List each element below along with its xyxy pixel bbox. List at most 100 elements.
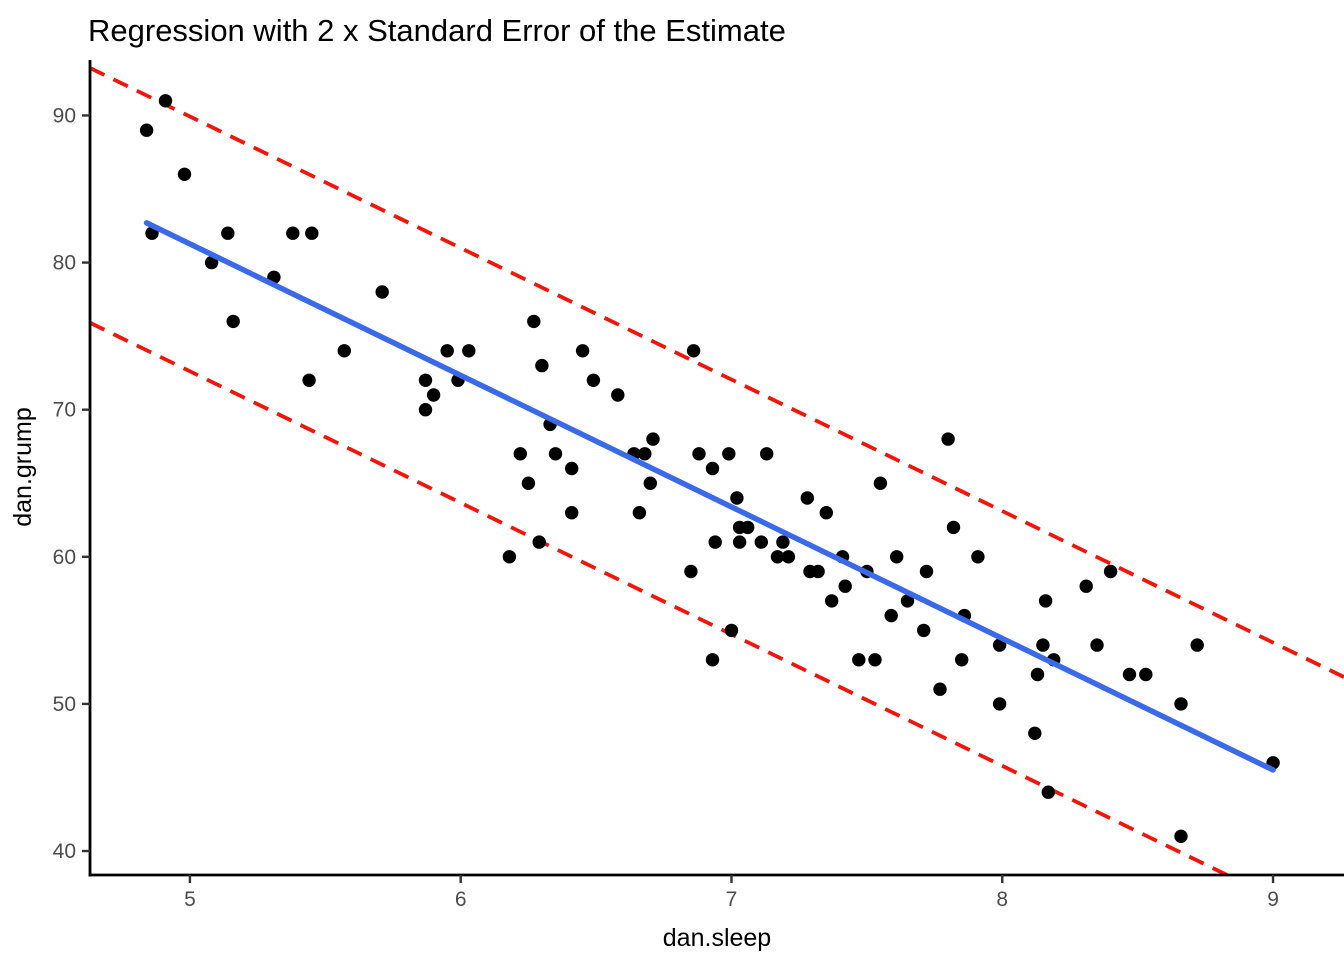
data-point — [1139, 667, 1153, 682]
data-point — [1090, 638, 1104, 652]
data-point — [1028, 726, 1042, 740]
data-point — [825, 594, 839, 608]
data-point — [919, 564, 934, 579]
x-tick-label: 9 — [1267, 888, 1279, 911]
data-point — [732, 535, 747, 549]
data-point — [502, 550, 517, 564]
data-point — [1174, 829, 1188, 843]
data-point — [440, 344, 454, 358]
data-point — [1079, 579, 1093, 593]
data-point — [643, 476, 657, 490]
data-point — [1030, 667, 1045, 682]
regression-line-layer — [143, 220, 1276, 773]
x-tick-label: 8 — [996, 888, 1008, 911]
data-point — [692, 447, 706, 461]
data-point — [532, 535, 546, 549]
data-point — [548, 447, 563, 461]
data-point — [513, 447, 527, 461]
data-point — [684, 564, 698, 579]
y-tick-label: 80 — [53, 252, 76, 275]
x-tick-label: 6 — [455, 888, 467, 911]
chart-title: Regression with 2 x Standard Error of th… — [88, 13, 786, 48]
data-point — [917, 623, 931, 638]
data-point — [852, 653, 866, 667]
data-point — [177, 167, 192, 181]
data-point — [521, 476, 536, 490]
data-point — [686, 344, 701, 358]
data-point — [724, 623, 739, 638]
data-point — [305, 226, 319, 240]
data-point — [955, 653, 969, 667]
data-point — [286, 226, 300, 240]
data-point — [838, 579, 852, 593]
data-point — [565, 461, 579, 476]
data-point — [302, 373, 316, 387]
data-point — [770, 550, 785, 564]
data-point — [811, 564, 825, 579]
y-axis-title: dan.grump — [9, 407, 37, 527]
data-point — [722, 447, 736, 461]
data-point — [1038, 594, 1053, 608]
data-point — [158, 94, 173, 108]
data-point — [575, 344, 590, 358]
data-point-layer — [139, 94, 1280, 843]
data-point — [754, 535, 768, 549]
data-point — [946, 520, 961, 535]
data-point — [632, 506, 647, 520]
data-point — [741, 520, 755, 535]
data-point — [1174, 697, 1188, 711]
data-point — [933, 682, 947, 696]
data-point — [375, 285, 389, 299]
data-point — [900, 594, 915, 608]
data-point — [884, 608, 898, 623]
data-point — [337, 344, 351, 358]
data-point — [800, 491, 814, 505]
x-axis-title: dan.sleep — [663, 924, 771, 952]
data-point — [1041, 785, 1056, 799]
data-point — [705, 653, 720, 667]
data-point — [646, 432, 660, 446]
data-point — [586, 373, 601, 387]
data-point — [462, 344, 476, 358]
data-point — [611, 388, 625, 402]
data-point — [565, 506, 579, 520]
data-point — [535, 358, 549, 373]
data-point — [418, 373, 433, 387]
data-point — [971, 550, 985, 564]
data-point — [1122, 667, 1137, 682]
data-point — [781, 550, 796, 564]
data-point — [426, 388, 441, 402]
data-point — [638, 447, 652, 461]
y-tick-label: 60 — [53, 546, 76, 569]
data-point — [873, 476, 888, 490]
data-point — [418, 403, 433, 417]
lower-error-band-line — [90, 321, 1232, 875]
data-point — [760, 447, 774, 461]
regression-line — [143, 220, 1276, 773]
y-tick-label: 70 — [53, 399, 76, 422]
y-tick-label: 40 — [53, 840, 76, 863]
data-point — [139, 123, 154, 137]
x-tick-label: 5 — [184, 888, 196, 911]
data-point — [890, 550, 904, 564]
data-point — [705, 461, 720, 476]
data-point — [204, 255, 219, 270]
y-tick-label: 50 — [53, 693, 76, 716]
x-tick-label: 7 — [726, 888, 738, 911]
data-point — [992, 697, 1007, 711]
data-point — [226, 314, 240, 329]
data-point — [1190, 638, 1204, 652]
axis-layer: 5 6 7 8 9 40 50 60 70 80 90 — [53, 60, 1344, 911]
data-point — [868, 653, 882, 667]
data-point — [221, 226, 235, 240]
data-point — [527, 314, 541, 329]
data-point — [1103, 564, 1118, 579]
data-point — [776, 535, 790, 549]
data-point — [941, 432, 955, 446]
data-point — [708, 535, 722, 549]
upper-error-band-line — [90, 66, 1344, 679]
data-point — [819, 506, 833, 520]
data-point — [730, 491, 744, 505]
